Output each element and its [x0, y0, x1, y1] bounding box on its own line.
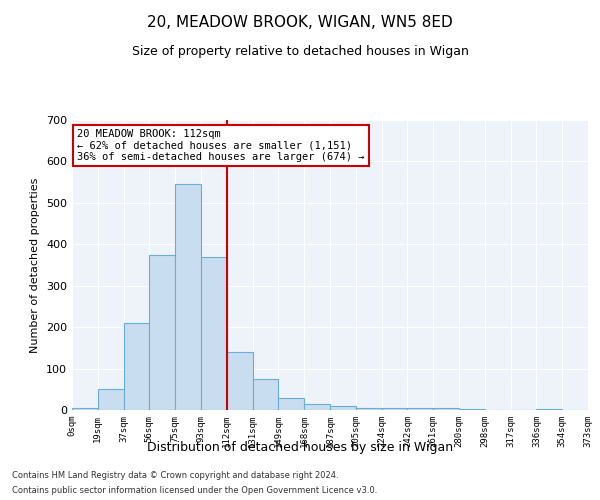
Bar: [382, 408, 407, 410]
Bar: [98, 390, 124, 410]
Bar: [459, 409, 485, 410]
Text: Contains HM Land Registry data © Crown copyright and database right 2024.: Contains HM Land Registry data © Crown c…: [12, 471, 338, 480]
Text: 20, MEADOW BROOK, WIGAN, WN5 8ED: 20, MEADOW BROOK, WIGAN, WN5 8ED: [147, 15, 453, 30]
Bar: [149, 254, 175, 410]
Bar: [227, 352, 253, 410]
Bar: [330, 406, 356, 410]
Bar: [433, 408, 459, 410]
Text: Distribution of detached houses by size in Wigan: Distribution of detached houses by size …: [147, 441, 453, 454]
Bar: [175, 184, 201, 410]
Text: Contains public sector information licensed under the Open Government Licence v3: Contains public sector information licen…: [12, 486, 377, 495]
Text: Size of property relative to detached houses in Wigan: Size of property relative to detached ho…: [131, 45, 469, 58]
Bar: [304, 404, 330, 410]
Text: 20 MEADOW BROOK: 112sqm
← 62% of detached houses are smaller (1,151)
36% of semi: 20 MEADOW BROOK: 112sqm ← 62% of detache…: [77, 128, 365, 162]
Y-axis label: Number of detached properties: Number of detached properties: [31, 178, 40, 352]
Bar: [124, 323, 149, 410]
Bar: [253, 379, 278, 410]
Bar: [201, 256, 227, 410]
Bar: [278, 398, 304, 410]
Bar: [356, 408, 382, 410]
Bar: [407, 408, 433, 410]
Bar: [536, 409, 562, 410]
Bar: [72, 408, 98, 410]
